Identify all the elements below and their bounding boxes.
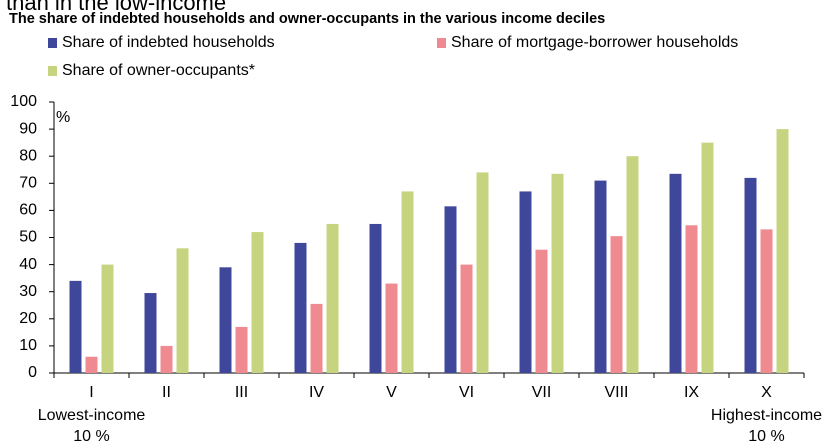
bar [101,264,114,373]
bar [535,249,548,373]
bar [519,191,532,373]
y-tick-label: 100 [10,93,37,110]
x-tick-label: VIII [604,384,628,401]
x-tick-label: V [386,384,397,401]
y-unit-label: % [56,109,70,126]
y-tick-label: 40 [19,256,37,273]
bar [385,283,398,373]
y-tick-label: 10 [19,337,37,354]
x-end-label: 10 % [73,428,109,444]
legend-label: Share of mortgage-borrower households [451,34,738,51]
bar [776,129,789,373]
y-tick-label: 0 [28,364,37,381]
bar [594,180,607,373]
bar [85,356,98,373]
bar [744,177,757,373]
bar [294,242,307,373]
bar [69,280,82,373]
x-tick-label: III [235,384,248,401]
bar [685,225,698,373]
bar [551,173,564,373]
x-tick-label: II [162,384,171,401]
bar [460,264,473,373]
bar [144,293,157,373]
x-tick-label: VI [459,384,474,401]
y-tick-label: 30 [19,283,37,300]
caption-fragment: than in the low-income [6,0,226,15]
bar [760,229,773,373]
legend-label: Share of owner-occupants* [62,62,255,79]
x-tick-label: X [761,384,772,401]
legend-swatch [48,38,57,48]
bar [176,248,189,373]
x-tick-label: IV [309,384,324,401]
chart-title: The share of indebted households and own… [9,11,605,27]
bar [476,172,489,373]
bar [235,326,248,373]
legend-label: Share of indebted households [62,34,275,51]
x-tick-label: VII [532,384,552,401]
bar [310,303,323,373]
bar [219,267,232,373]
x-tick-label: I [89,384,93,401]
y-tick-label: 90 [19,120,37,137]
bar [369,223,382,373]
bar [444,206,457,373]
x-tick-label: IX [684,384,699,401]
y-tick-label: 20 [19,310,37,327]
bar [326,223,339,373]
bar [610,236,623,373]
x-end-label: 10 % [748,428,784,444]
legend-swatch [48,66,57,76]
y-tick-label: 80 [19,147,37,164]
bar [669,173,682,373]
bar [701,142,714,373]
bar [401,191,414,373]
y-tick-label: 60 [19,202,37,219]
bar [160,345,173,373]
legend-swatch [437,38,446,48]
bar [626,156,639,373]
bar [251,232,264,373]
y-tick-label: 50 [19,229,37,246]
x-end-label: Lowest-income [38,407,146,424]
y-tick-label: 70 [19,175,37,192]
x-end-label: Highest-income [711,407,822,424]
